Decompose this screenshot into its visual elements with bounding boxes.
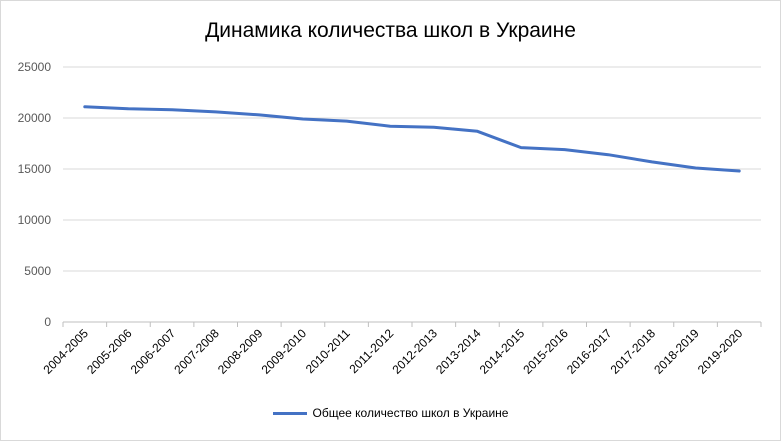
series-line (83, 105, 741, 173)
x-tick-label: 2009-2010 (259, 326, 310, 377)
y-tick-label: 0 (44, 315, 51, 329)
x-tick-label: 2017-2018 (608, 326, 659, 377)
y-tick-label: 5000 (24, 264, 51, 278)
x-tick-label: 2008-2009 (215, 326, 266, 377)
legend: Общее количество школ в Украине (1, 406, 780, 420)
x-tick-label: 2015-2016 (520, 326, 571, 377)
y-tick-label: 15000 (18, 162, 52, 176)
y-tick-label: 10000 (18, 213, 52, 227)
x-tick-label: 2010-2011 (303, 326, 353, 376)
x-tick-label: 2019-2020 (695, 326, 746, 377)
y-tick-label: 20000 (18, 111, 52, 125)
x-tick-label: 2004-2005 (40, 326, 91, 377)
x-tick-label: 2012-2013 (389, 326, 440, 377)
x-tick-label: 2011-2012 (346, 326, 396, 376)
x-tick-label: 2016-2017 (564, 326, 615, 377)
legend-swatch (272, 411, 307, 415)
x-tick-label: 2014-2015 (477, 326, 528, 377)
x-tick-label: 2007-2008 (171, 326, 222, 377)
x-tick-label: 2013-2014 (433, 326, 484, 377)
x-tick-label: 2005-2006 (84, 326, 135, 377)
legend-label: Общее количество школ в Украине (312, 406, 509, 420)
chart-title: Динамика количества школ в Украине (205, 19, 576, 42)
x-tick-label: 2006-2007 (128, 326, 179, 377)
y-tick-label: 25000 (18, 60, 52, 74)
x-tick-label: 2018-2019 (651, 326, 702, 377)
